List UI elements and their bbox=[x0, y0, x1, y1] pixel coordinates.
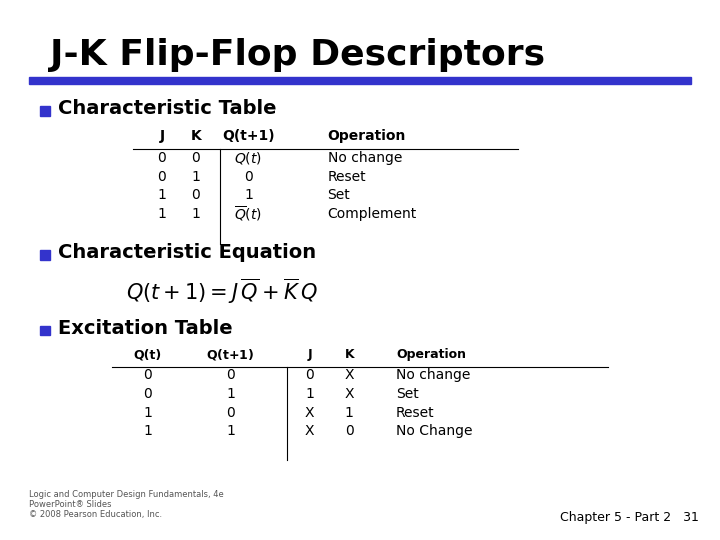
Text: $\mathit{Q}(t)$: $\mathit{Q}(t)$ bbox=[235, 150, 262, 166]
Text: No change: No change bbox=[396, 368, 470, 382]
Text: J-K Flip-Flop Descriptors: J-K Flip-Flop Descriptors bbox=[50, 38, 546, 72]
Text: 0: 0 bbox=[226, 368, 235, 382]
Text: X: X bbox=[305, 424, 315, 438]
Text: X: X bbox=[344, 368, 354, 382]
Bar bbox=[40, 106, 50, 116]
Text: 1: 1 bbox=[244, 188, 253, 202]
Text: Set: Set bbox=[396, 387, 419, 401]
Text: 0: 0 bbox=[192, 151, 200, 165]
Text: 1: 1 bbox=[143, 406, 152, 420]
Text: 0: 0 bbox=[226, 406, 235, 420]
Text: Logic and Computer Design Fundamentals, 4e
PowerPoint® Slides
© 2008 Pearson Edu: Logic and Computer Design Fundamentals, … bbox=[29, 490, 223, 519]
Text: 1: 1 bbox=[158, 188, 166, 202]
Text: Characteristic Equation: Characteristic Equation bbox=[58, 243, 316, 262]
Text: 0: 0 bbox=[158, 151, 166, 165]
Text: Q(t+1): Q(t+1) bbox=[222, 129, 275, 143]
Text: 0: 0 bbox=[143, 368, 152, 382]
Text: $Q(t+1) = J\,\overline{Q} + \overline{K}\,Q$: $Q(t+1) = J\,\overline{Q} + \overline{K}… bbox=[126, 277, 318, 306]
Text: X: X bbox=[344, 387, 354, 401]
Bar bbox=[40, 250, 50, 260]
Text: $\mathbf{Q(t{+}1)}$: $\mathbf{Q(t{+}1)}$ bbox=[207, 347, 254, 362]
Text: Operation: Operation bbox=[396, 348, 466, 361]
Text: 1: 1 bbox=[192, 207, 200, 221]
Text: Set: Set bbox=[328, 188, 351, 202]
Text: Reset: Reset bbox=[328, 170, 366, 184]
Text: 1: 1 bbox=[226, 387, 235, 401]
Text: Q(t): Q(t) bbox=[133, 348, 162, 361]
Text: Characteristic Table: Characteristic Table bbox=[58, 99, 276, 118]
Text: J: J bbox=[159, 129, 165, 143]
Text: 1: 1 bbox=[226, 424, 235, 438]
Text: 0: 0 bbox=[305, 368, 314, 382]
Text: 0: 0 bbox=[244, 170, 253, 184]
Text: 1: 1 bbox=[158, 207, 166, 221]
Text: 0: 0 bbox=[192, 188, 200, 202]
Bar bbox=[40, 326, 50, 335]
Text: 0: 0 bbox=[158, 170, 166, 184]
Text: Excitation Table: Excitation Table bbox=[58, 319, 233, 338]
Text: Operation: Operation bbox=[328, 129, 406, 143]
Text: 1: 1 bbox=[305, 387, 314, 401]
Text: X: X bbox=[305, 406, 315, 420]
Text: No Change: No Change bbox=[396, 424, 472, 438]
Text: Complement: Complement bbox=[328, 207, 417, 221]
Text: No change: No change bbox=[328, 151, 402, 165]
Text: 0: 0 bbox=[143, 387, 152, 401]
Text: 1: 1 bbox=[345, 406, 354, 420]
Text: $\overline{\mathit{Q}}(t)$: $\overline{\mathit{Q}}(t)$ bbox=[235, 205, 262, 224]
Text: K: K bbox=[191, 129, 201, 143]
Text: Reset: Reset bbox=[396, 406, 435, 420]
Text: J: J bbox=[307, 348, 312, 361]
Text: 0: 0 bbox=[345, 424, 354, 438]
Text: Chapter 5 - Part 2   31: Chapter 5 - Part 2 31 bbox=[559, 511, 698, 524]
Bar bbox=[29, 77, 691, 84]
Text: 1: 1 bbox=[143, 424, 152, 438]
Text: 1: 1 bbox=[192, 170, 200, 184]
Text: K: K bbox=[344, 348, 354, 361]
